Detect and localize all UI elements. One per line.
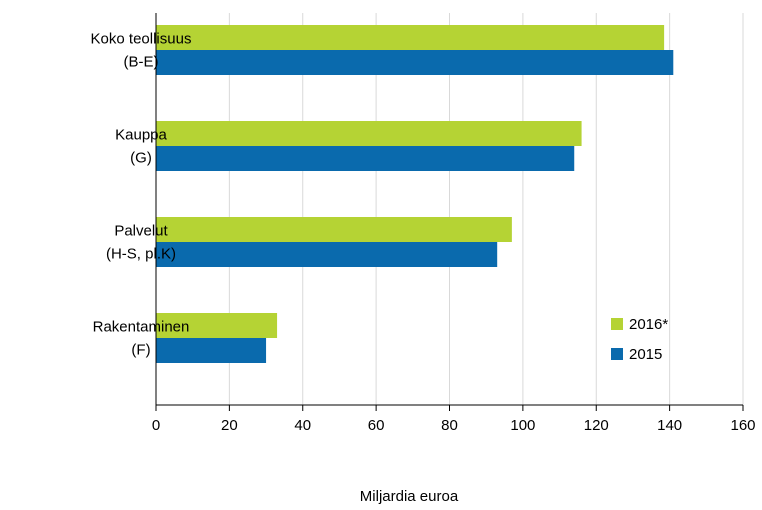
category-label-0-0: Koko teollisuus [91, 31, 192, 48]
bar-1-1 [156, 146, 575, 171]
category-label-0-1: (B-E) [124, 54, 159, 71]
gridlines [228, 13, 744, 405]
legend: 2016* 2015 [611, 316, 668, 363]
category-label-3-0: Rakentaminen [93, 319, 190, 336]
bar-3-1 [156, 338, 267, 363]
bar-3-0 [156, 313, 278, 338]
x-tick-label-120: 120 [584, 417, 609, 434]
x-tick-label-40: 40 [294, 417, 311, 434]
x-tick-label-0: 0 [152, 417, 160, 434]
bars [156, 25, 674, 363]
legend-label-1: 2015 [629, 346, 662, 363]
category-label-2-1: (H-S, pl.K) [106, 246, 176, 263]
x-tick-label-100: 100 [510, 417, 535, 434]
bar-0-0 [156, 25, 665, 50]
legend-swatch-1 [611, 348, 623, 360]
x-tick-label-20: 20 [221, 417, 238, 434]
category-label-2-0: Palvelut [114, 223, 168, 240]
x-tick-label-140: 140 [657, 417, 682, 434]
x-tick-label-80: 80 [441, 417, 458, 434]
x-axis-title: Miljardia euroa [360, 488, 459, 505]
category-label-1-1: (G) [130, 150, 152, 167]
legend-swatch-0 [611, 318, 623, 330]
bar-2-1 [156, 242, 498, 267]
legend-label-0: 2016* [629, 316, 668, 333]
axes: Koko teollisuus (B-E) Kauppa (G) Palvelut (H-… [91, 13, 756, 434]
bar-0-1 [156, 50, 674, 75]
x-tick-label-160: 160 [730, 417, 755, 434]
bar-1-0 [156, 121, 582, 146]
x-tick-label-60: 60 [368, 417, 385, 434]
bar-2-0 [156, 217, 512, 242]
category-label-1-0: Kauppa [115, 127, 167, 144]
category-label-3-1: (F) [131, 342, 150, 359]
